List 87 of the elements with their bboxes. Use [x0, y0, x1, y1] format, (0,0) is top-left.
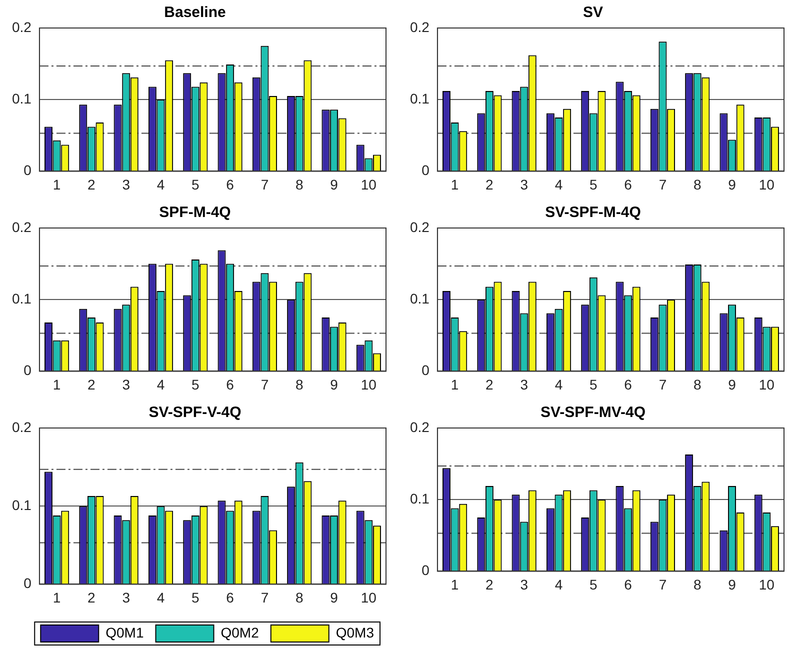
x-tick-label: 5: [590, 176, 598, 192]
x-tick-label: 4: [156, 589, 165, 606]
x-tick-label: 1: [52, 176, 61, 192]
legend-label: Q0M2: [220, 624, 260, 640]
x-tick-label: 9: [728, 576, 736, 592]
chart-title: SV-SPF-V-4Q: [148, 404, 242, 422]
chart-title: Baseline: [164, 4, 226, 22]
x-tick-label: 10: [360, 589, 377, 606]
x-tick-label: 2: [486, 376, 494, 392]
x-tick-label: 7: [658, 176, 667, 192]
legend-label: Q0M3: [336, 624, 374, 640]
x-tick-label: 1: [450, 576, 459, 592]
x-tick-label: 4: [554, 376, 563, 392]
x-tick-label: 10: [758, 576, 775, 592]
y-tick-label: 0: [24, 575, 32, 592]
x-tick-label: 1: [52, 589, 61, 606]
x-tick-label: 4: [554, 576, 563, 592]
x-tick-label: 2: [486, 176, 494, 192]
x-tick-label: 9: [728, 176, 736, 192]
legend-label: Q0M1: [106, 624, 144, 640]
x-tick-label: 8: [295, 176, 304, 192]
x-tick-label: 4: [156, 376, 165, 392]
y-tick-label: 0.2: [12, 418, 32, 435]
chart-title: SV-SPF-M-4Q: [545, 204, 642, 222]
x-tick-label: 3: [122, 376, 130, 392]
x-tick-label: 9: [330, 589, 338, 606]
x-tick-label: 5: [192, 376, 200, 392]
y-tick-label: 0.1: [410, 90, 430, 106]
x-tick-label: 4: [554, 176, 563, 192]
y-tick-label: 0: [422, 162, 430, 178]
x-tick-label: 3: [520, 176, 528, 192]
x-tick-label: 5: [192, 589, 200, 606]
y-tick-label: 0.1: [12, 496, 32, 513]
x-tick-label: 7: [658, 576, 667, 592]
x-tick-label: 7: [260, 176, 269, 192]
chart-title: SV-SPF-MV-4Q: [540, 404, 646, 422]
x-tick-label: 8: [295, 376, 304, 392]
x-tick-label: 3: [122, 176, 130, 192]
y-tick-label: 0.2: [410, 218, 430, 235]
x-tick-label: 5: [192, 176, 200, 192]
x-tick-label: 8: [693, 576, 702, 592]
x-tick-label: 7: [260, 376, 269, 392]
y-tick-label: 0.2: [410, 418, 430, 435]
x-tick-label: 9: [330, 376, 338, 392]
y-tick-label: 0.1: [410, 290, 430, 306]
y-tick-label: 0.1: [410, 490, 430, 506]
x-tick-label: 2: [88, 176, 96, 192]
x-tick-label: 8: [693, 376, 702, 392]
x-tick-label: 10: [360, 176, 377, 192]
x-tick-label: 4: [156, 176, 165, 192]
y-tick-label: 0.1: [12, 290, 32, 306]
x-tick-label: 7: [260, 589, 269, 606]
x-tick-label: 6: [624, 576, 632, 592]
x-tick-label: 6: [226, 589, 234, 606]
x-tick-label: 5: [590, 376, 598, 392]
y-tick-label: 0.2: [410, 18, 430, 35]
y-tick-label: 0: [24, 162, 32, 178]
x-tick-label: 2: [486, 576, 494, 592]
x-tick-label: 6: [624, 376, 632, 392]
x-tick-label: 9: [728, 376, 736, 392]
x-tick-label: 6: [226, 176, 234, 192]
x-tick-label: 1: [450, 176, 459, 192]
x-tick-label: 2: [88, 376, 96, 392]
x-tick-label: 1: [450, 376, 459, 392]
x-tick-label: 8: [295, 589, 304, 606]
x-tick-label: 3: [520, 576, 528, 592]
x-tick-label: 7: [658, 376, 667, 392]
y-tick-label: 0.2: [12, 18, 32, 35]
x-tick-label: 1: [52, 376, 61, 392]
x-tick-label: 2: [88, 589, 96, 606]
x-tick-label: 3: [122, 589, 130, 606]
chart-title: SPF-M-4Q: [159, 204, 232, 222]
x-tick-label: 10: [360, 376, 377, 392]
x-tick-label: 6: [624, 176, 632, 192]
x-tick-label: 8: [693, 176, 702, 192]
y-tick-label: 0: [422, 362, 430, 378]
x-tick-label: 10: [758, 176, 775, 192]
y-tick-label: 0.1: [12, 90, 32, 106]
x-tick-label: 9: [330, 176, 338, 192]
y-tick-label: 0: [422, 562, 430, 578]
y-tick-label: 0.2: [12, 218, 32, 235]
x-tick-label: 5: [590, 576, 598, 592]
x-tick-label: 10: [758, 376, 775, 392]
x-tick-label: 6: [226, 376, 234, 392]
x-tick-label: 3: [520, 376, 528, 392]
chart-title: SV: [582, 4, 604, 22]
y-tick-label: 0: [24, 362, 32, 378]
